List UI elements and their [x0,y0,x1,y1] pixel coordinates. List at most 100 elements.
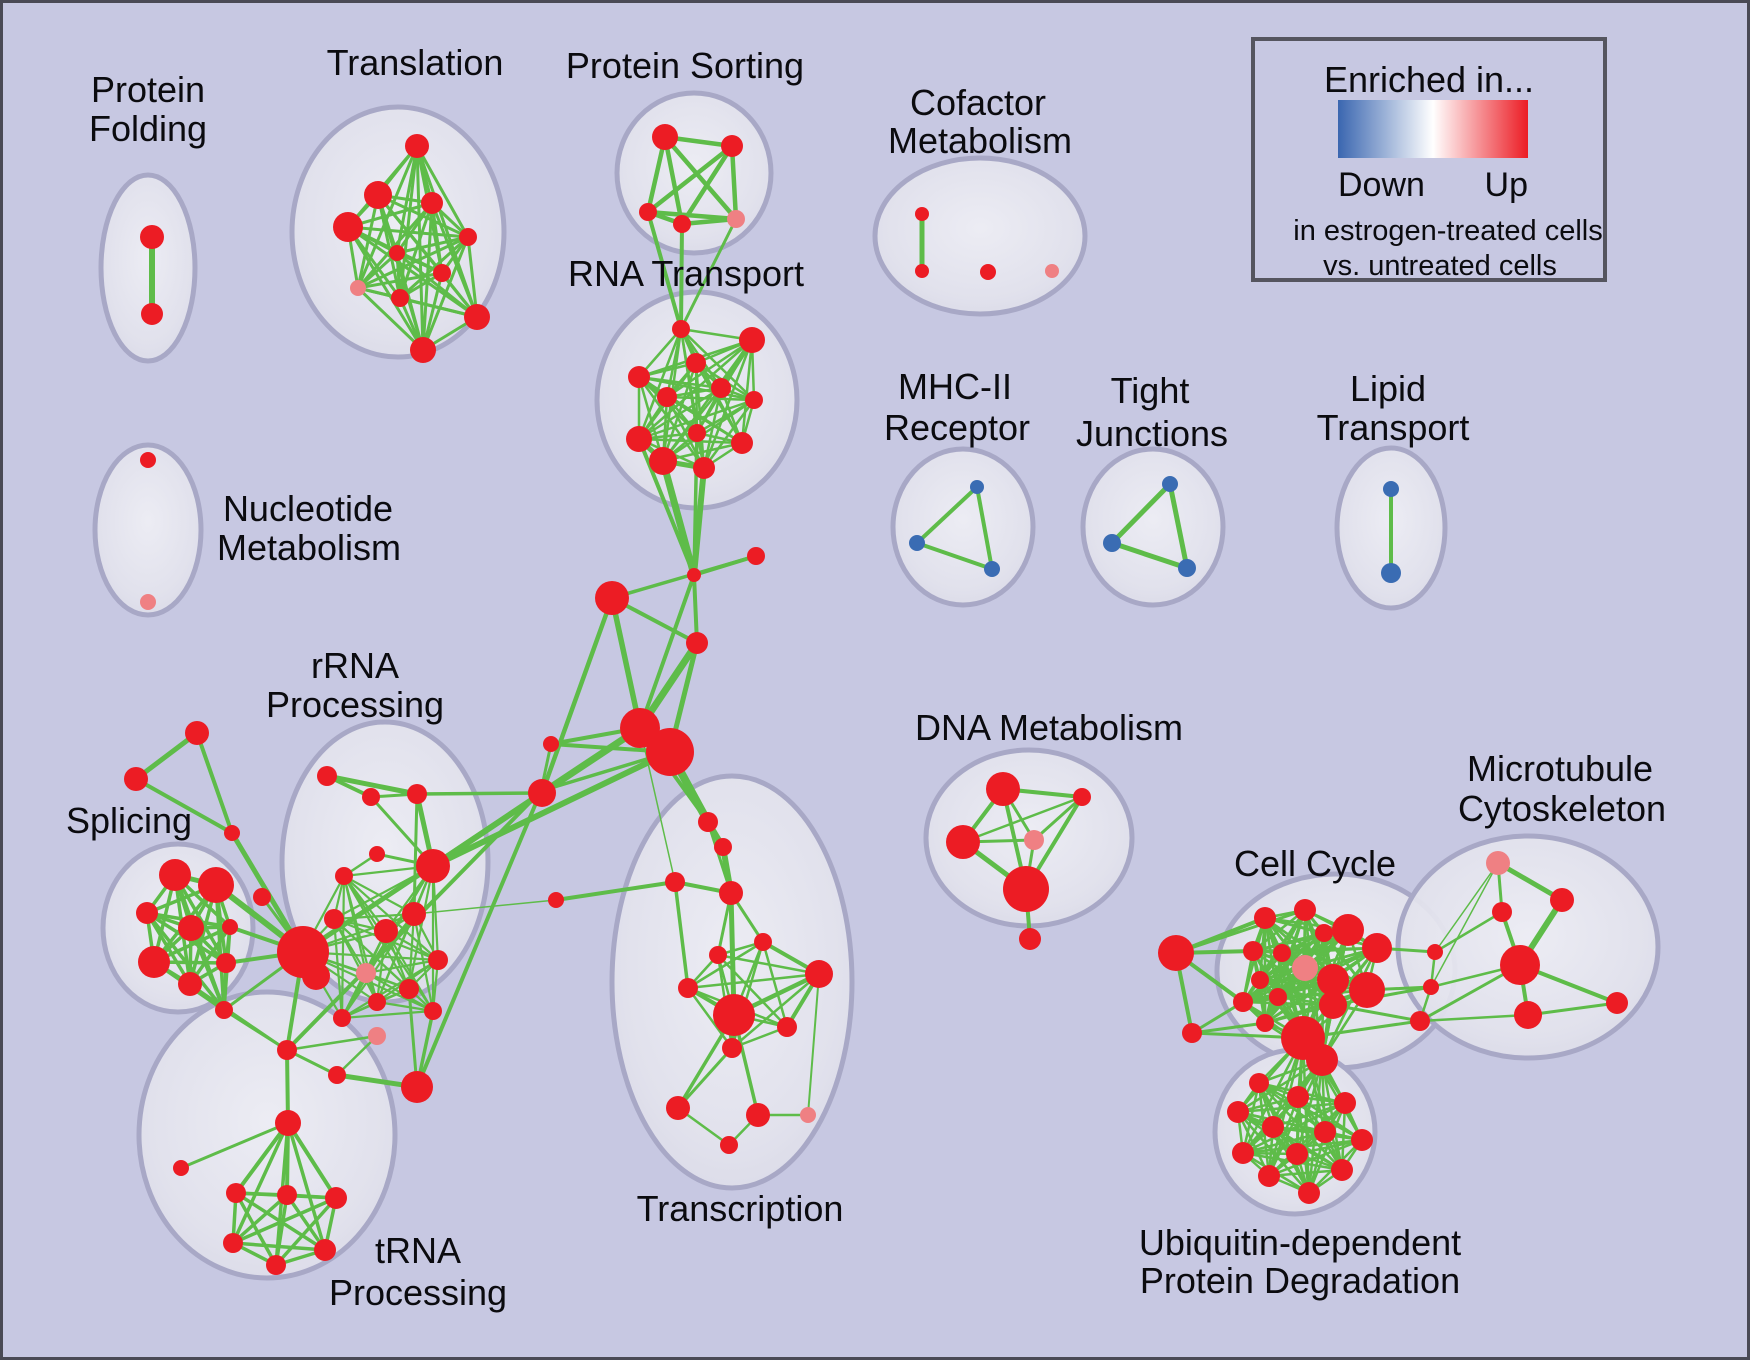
node-cc3 [1254,907,1276,929]
legend-box [1251,37,1607,282]
node-tr5 [459,228,477,246]
node-sp3 [136,902,158,924]
node-tr9 [391,289,409,307]
edge [195,731,234,835]
edge [1251,908,1307,953]
node-rt9 [688,424,706,442]
cluster-ubiquitin-degradation-label-1: Protein Degradation [1140,1260,1460,1301]
edge [214,883,226,1012]
node-tx12 [722,1038,742,1058]
edge [706,820,733,895]
edge [1267,1168,1344,1178]
node-ub2 [1287,1086,1309,1108]
node-rr20 [368,993,386,1011]
node-rr19 [399,979,419,999]
edge [761,940,789,1029]
legend-caption-line2: vs. untreated cells [1323,250,1557,282]
node-ch5 [543,736,559,752]
node-tx8 [678,978,698,998]
edge [716,953,789,1029]
node-rr7 [528,779,556,807]
cluster-microtubule-cytoskeleton-label-1: Cytoskeleton [1458,788,1666,829]
node-ps5 [727,210,745,228]
edge [356,271,444,290]
cluster-splicing-label-0: Splicing [66,800,192,841]
node-pf1 [140,225,164,249]
edge [356,286,425,352]
edge [686,940,765,990]
edge [1267,1101,1347,1178]
node-cc16 [1319,991,1347,1019]
edge [332,912,416,921]
edge [702,398,756,470]
edge [645,209,739,222]
node-ub5 [1262,1116,1284,1138]
edge [1433,910,1504,954]
edge [637,386,723,441]
node-lt2 [1381,563,1401,583]
edge [1251,949,1335,1007]
edge [662,134,739,222]
edge [1190,1021,1267,1035]
edge [1241,1000,1335,1007]
cluster-tight-junctions-label-0: Tight [1111,370,1190,411]
cluster-tight-junctions-label-1: Junctions [1076,413,1228,454]
cluster-translation-label-0: Translation [327,42,504,83]
cluster-trna-processing-label-1: Processing [329,1272,507,1313]
cluster-rna-transport-label-0: RNA Transport [568,253,804,294]
edge [398,296,479,319]
edge [646,210,683,331]
edge [1295,1138,1364,1156]
edge [662,134,685,227]
node-cf3 [980,264,996,280]
edge [285,1193,327,1252]
cluster-transcription-label-0: Transcription [637,1188,844,1229]
edge [231,1196,338,1245]
edge [395,251,479,319]
node-cc6 [1332,914,1364,946]
node-tx1 [698,812,718,832]
node-tj3 [1178,559,1196,577]
node-mh3 [984,561,1000,577]
edge [234,1191,278,1267]
node-tx9 [805,960,833,988]
node-mt3 [1492,902,1512,922]
edge [1236,1101,1347,1114]
edge [729,143,739,222]
node-tx6 [754,933,772,951]
node-rt7 [745,391,763,409]
edge [412,792,419,916]
edge [1418,1013,1530,1023]
node-sp8 [178,972,202,996]
edge [415,791,544,796]
node-dm4 [1024,830,1044,850]
node-nm1 [140,452,156,468]
node-sp6 [138,946,170,978]
node-cc7 [1362,933,1392,963]
node-cc11 [1317,964,1349,996]
edge [342,874,416,916]
cluster-protein-folding-label-1: Folding [89,108,207,149]
node-br3 [1410,1011,1430,1031]
node-rr5 [362,788,380,806]
node-ps3 [639,203,657,221]
node-tx14 [746,1103,770,1127]
node-tn1 [277,1040,297,1060]
edge [915,485,979,545]
node-sp2 [198,867,234,903]
edge [346,225,425,352]
edge [1495,860,1565,903]
edge [421,271,444,352]
edge [133,730,200,782]
node-ch4 [686,632,708,654]
node-ub12 [1298,1182,1320,1204]
node-rt1 [672,320,690,338]
node-ps4 [673,215,691,233]
node-rt8 [626,426,652,452]
edge [692,573,699,645]
node-tr3 [421,192,443,214]
edge [398,235,470,300]
legend-panel: Enriched in... Down Up in estrogen-treat… [1251,37,1607,282]
